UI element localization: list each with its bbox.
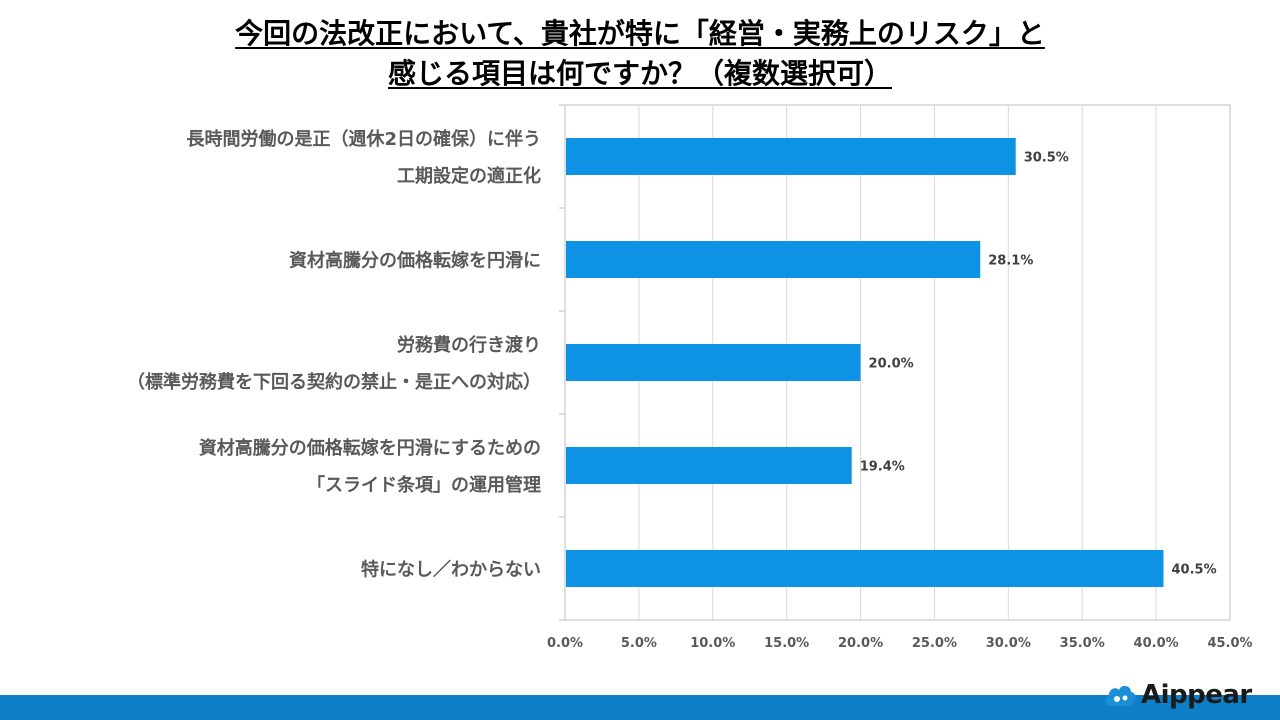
data-label: 20.0% (869, 357, 914, 372)
x-tick-label: 40.0% (1134, 636, 1179, 651)
brand-name: Aippear (1141, 680, 1252, 710)
chart-title: 今回の法改正において、貴社が特に「経営・実務上のリスク」と 感じる項目は何ですか… (0, 14, 1280, 94)
footer-band (0, 695, 1280, 720)
bar (566, 550, 1164, 587)
category-label: 工期設定の適正化 (397, 165, 541, 187)
category-label: 特になし／わからない (361, 559, 541, 581)
x-tick-label: 35.0% (1060, 636, 1105, 651)
x-tick-label: 10.0% (690, 636, 735, 651)
x-tick-label: 15.0% (764, 636, 809, 651)
bar (566, 344, 861, 381)
bar (566, 241, 981, 278)
data-label: 19.4% (860, 460, 905, 475)
plot-area-border (564, 104, 1231, 621)
brand-logo: Aippear (1103, 679, 1268, 711)
x-tick-label: 20.0% (838, 636, 883, 651)
category-label: 「スライド条項」の運用管理 (307, 474, 541, 496)
x-tick-label: 0.0% (547, 636, 583, 651)
x-tick-label: 45.0% (1207, 636, 1252, 651)
bar (566, 138, 1016, 175)
cloud-logo-icon (1105, 686, 1136, 706)
title-line-2: 感じる項目は何ですか？（複数選択可） (387, 57, 892, 90)
bar (566, 447, 852, 484)
category-label: 資材高騰分の価格転嫁を円滑に (289, 250, 541, 272)
data-label: 28.1% (988, 254, 1033, 269)
category-label: 長時間労働の是正（週休2日の確保）に伴う (186, 128, 541, 150)
category-label: 労務費の行き渡り (397, 334, 541, 356)
x-tick-label: 25.0% (912, 636, 957, 651)
category-label: 資材高騰分の価格転嫁を円滑にするための (199, 437, 541, 459)
x-tick-label: 5.0% (621, 636, 657, 651)
data-label: 30.5% (1024, 151, 1069, 166)
x-tick-label: 30.0% (986, 636, 1031, 651)
data-label: 40.5% (1172, 563, 1217, 578)
title-line-1: 今回の法改正において、貴社が特に「経営・実務上のリスク」と (235, 17, 1045, 50)
category-label: （標準労務費を下回る契約の禁止・是正への対応） (127, 371, 541, 393)
